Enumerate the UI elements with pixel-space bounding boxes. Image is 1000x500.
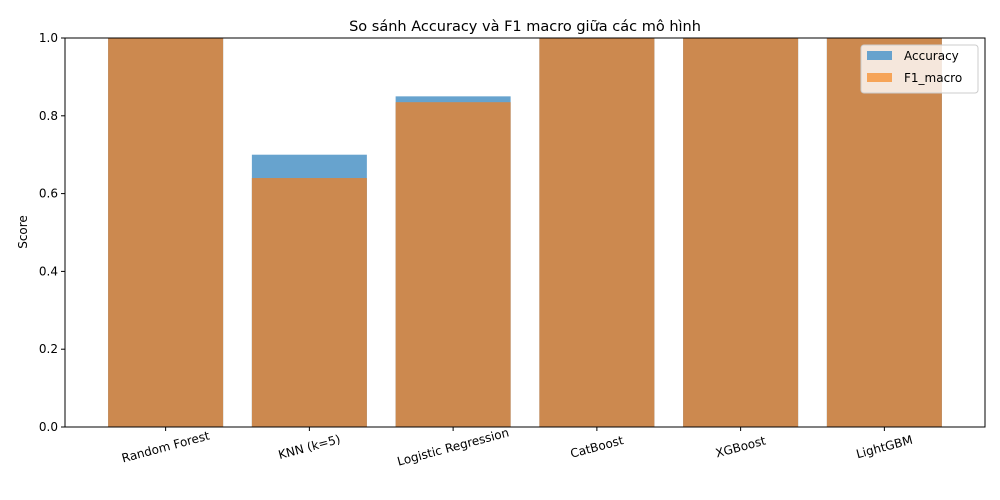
legend-label-f1-macro: F1_macro (904, 71, 962, 85)
bar-f1-macro-logistic-regression (395, 102, 511, 427)
legend-swatch-f1-macro (867, 73, 892, 82)
x-tick-label-xgboost: XGBoost (714, 434, 768, 461)
chart-title: So sánh Accuracy và F1 macro giữa các mô… (349, 19, 701, 35)
y-tick-label: 1.0 (39, 31, 58, 45)
bar-f1-macro-lightgbm (826, 38, 942, 427)
x-tick-label-lightgbm: LightGBM (855, 433, 914, 461)
y-tick-label: 0.8 (39, 109, 58, 123)
plot-frame (64, 37, 986, 428)
y-tick-label: 0.6 (39, 187, 58, 201)
x-tick-label-knn-k-5: KNN (k=5) (277, 432, 342, 462)
bar-f1-macro-knn-k-5 (251, 178, 367, 427)
y-tick-label: 0.4 (39, 264, 58, 278)
bar-f1-macro-catboost (539, 38, 655, 427)
y-axis: 0.0 0.2 0.4 0.6 0.8 1.0 (39, 31, 65, 434)
bar-f1-macro-xgboost (683, 38, 799, 427)
y-tick-label: 0.0 (39, 420, 58, 434)
y-axis-title: Score (16, 215, 30, 249)
bar-f1-macro-random-forest (108, 38, 224, 427)
x-tick-label-logistic-regression: Logistic Regression (396, 425, 511, 468)
legend: Accuracy F1_macro (860, 44, 979, 94)
bars-layer (108, 38, 942, 427)
x-tick-label-random-forest: Random Forest (120, 428, 211, 465)
legend-label-accuracy: Accuracy (904, 49, 959, 63)
legend-swatch-accuracy (867, 51, 892, 60)
y-tick-label: 0.2 (39, 342, 58, 356)
x-tick-label-catboost: CatBoost (569, 433, 625, 461)
x-axis: Random Forest KNN (k=5) Logistic Regressio… (120, 425, 914, 468)
